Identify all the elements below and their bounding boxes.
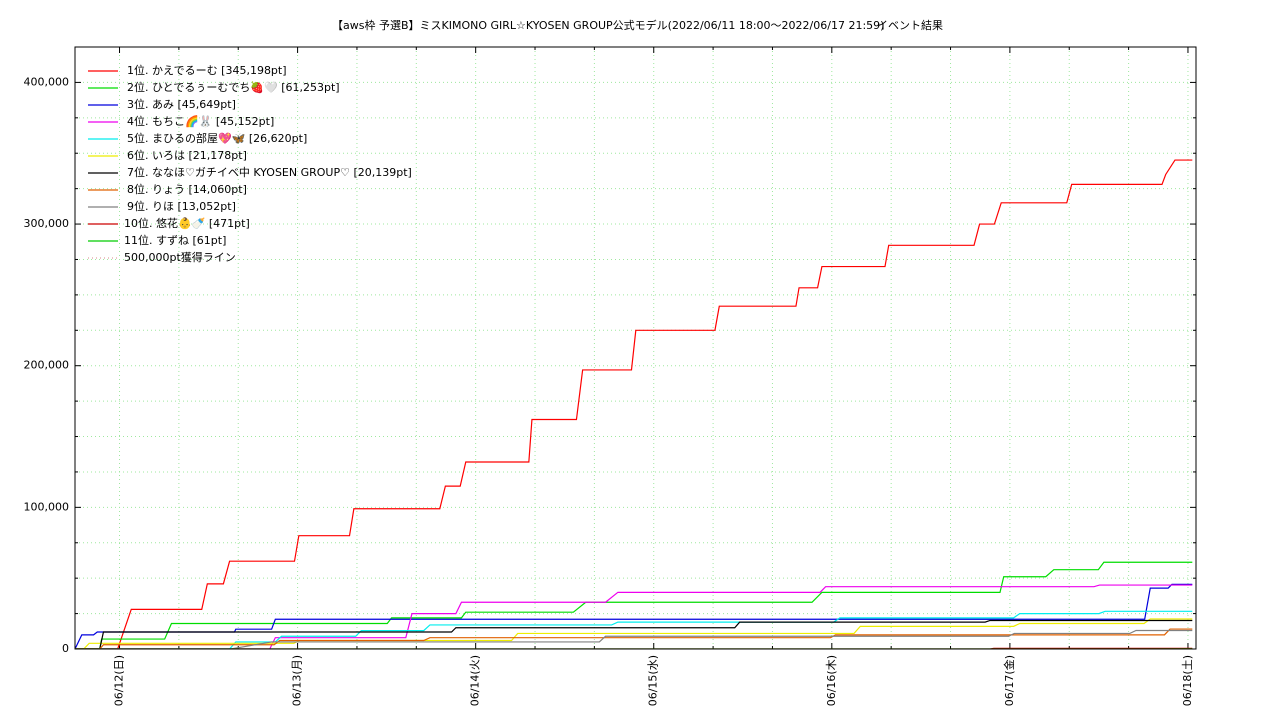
chart-subtitle: イベント結果 [877,18,943,32]
chart-title: 【aws枠 予選B】ミスKIMONO GIRL☆KYOSEN GROUP公式モデ… [332,18,884,32]
y-tick-label: 400,000 [24,75,70,88]
legend-label: 5位. まひるの部屋💖🦋 [26,620pt] [127,131,307,145]
series-line [75,618,1193,649]
y-tick-label: 100,000 [24,500,70,513]
plot-lines [75,159,1193,649]
series-line [75,629,1193,649]
x-tick-label: 06/14(火) [469,655,482,706]
x-tick-label: 06/13(月) [291,655,304,706]
legend-label: 2位. ひとでるぅーむでち🍓🤍 [61,253pt] [127,80,340,94]
legend-label: 9位. りほ [13,052pt] [127,199,236,213]
y-tick-label: 0 [62,642,69,655]
series-line [75,561,1193,649]
legend-label: 10位. 悠花👶🍼 [471pt] [124,216,250,230]
plot-frame [74,46,1197,650]
grid [75,47,1196,650]
y-tick-label: 200,000 [24,359,70,372]
legend-label: 8位. りょう [14,060pt] [127,182,247,196]
x-tick-label: 06/17(金) [1002,655,1016,706]
series-line [75,159,1193,649]
legend-label: 3位. あみ [45,649pt] [127,97,236,111]
y-tick-label: 300,000 [24,217,70,230]
legend-label: 6位. いろは [21,178pt] [127,148,247,162]
series-line [75,583,1193,649]
x-tick-label: 06/15(水) [647,655,660,706]
legend-label: 1位. かえでるーむ [345,198pt] [127,63,287,77]
legend-label: 11位. すずね [61pt] [124,233,226,247]
legend-label: 500,000pt獲得ライン [124,251,236,264]
legend-label: 7位. ななほ♡ガチイベ中 KYOSEN GROUP♡ [20,139pt] [127,165,412,179]
series-line [75,619,1193,649]
x-tick-label: 06/18(土) [1181,655,1194,706]
legend: 1位. かえでるーむ [345,198pt] 2位. ひとでるぅーむでち🍓🤍 [6… [88,63,412,264]
series-line [75,584,1193,649]
x-tick-label: 06/16(木) [825,655,838,706]
legend-label: 4位. もちこ🌈🐰 [45,152pt] [127,114,274,128]
series-line [75,628,1193,649]
x-tick-label: 06/12(日) [113,655,126,706]
